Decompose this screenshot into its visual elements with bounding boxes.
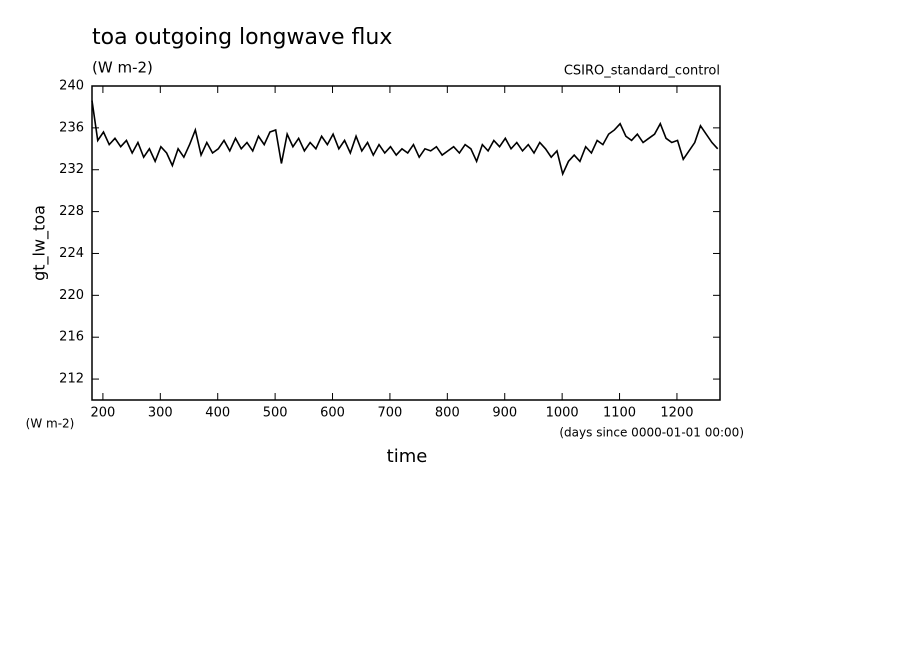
x-tick-label: 400 bbox=[205, 406, 230, 421]
x-tick-label: 1200 bbox=[660, 406, 693, 421]
x-tick-label: 700 bbox=[378, 406, 403, 421]
x-tick-label: 900 bbox=[492, 406, 517, 421]
y-tick-label: 220 bbox=[59, 288, 84, 303]
y-tick-label: 232 bbox=[59, 162, 84, 177]
y-tick-label: 212 bbox=[59, 372, 84, 387]
x-tick-label: 800 bbox=[435, 406, 460, 421]
y-tick-label: 240 bbox=[59, 79, 84, 94]
y-axis-label: gt_lw_toa bbox=[30, 205, 50, 281]
y-tick-label: 224 bbox=[59, 246, 84, 261]
y-tick-label: 216 bbox=[59, 330, 84, 345]
dataset-label: CSIRO_standard_control bbox=[564, 64, 720, 79]
x-tick-label: 1100 bbox=[603, 406, 636, 421]
x-tick-label: 200 bbox=[90, 406, 115, 421]
x-tick-label: 600 bbox=[320, 406, 345, 421]
x-tick-label: 1000 bbox=[546, 406, 579, 421]
y-units-label: (W m-2) bbox=[26, 417, 75, 431]
data-line bbox=[91, 100, 719, 177]
chart-title: toa outgoing longwave flux bbox=[92, 25, 392, 50]
y-tick-label: 236 bbox=[59, 120, 84, 135]
x-units-label: (days since 0000-01-01 00:00) bbox=[559, 426, 744, 440]
x-tick-label: 300 bbox=[148, 406, 173, 421]
x-axis-label: time bbox=[387, 446, 428, 467]
y-tick-label: 228 bbox=[59, 204, 84, 219]
plot-frame bbox=[91, 85, 721, 401]
x-tick-label: 500 bbox=[263, 406, 288, 421]
chart-subtitle: (W m-2) bbox=[92, 59, 153, 77]
